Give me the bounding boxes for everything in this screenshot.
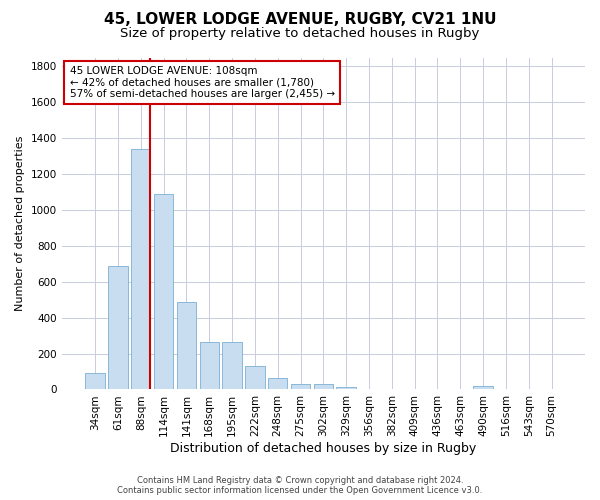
Text: 45 LOWER LODGE AVENUE: 108sqm
← 42% of detached houses are smaller (1,780)
57% o: 45 LOWER LODGE AVENUE: 108sqm ← 42% of d… <box>70 66 335 99</box>
Bar <box>108 266 128 390</box>
Text: Size of property relative to detached houses in Rugby: Size of property relative to detached ho… <box>121 28 479 40</box>
Bar <box>154 194 173 390</box>
Y-axis label: Number of detached properties: Number of detached properties <box>15 136 25 311</box>
Bar <box>268 378 287 390</box>
Bar <box>131 149 151 390</box>
Bar <box>245 366 265 390</box>
X-axis label: Distribution of detached houses by size in Rugby: Distribution of detached houses by size … <box>170 442 476 455</box>
Text: Contains HM Land Registry data © Crown copyright and database right 2024.
Contai: Contains HM Land Registry data © Crown c… <box>118 476 482 495</box>
Bar <box>85 374 105 390</box>
Bar <box>291 384 310 390</box>
Bar <box>359 388 379 390</box>
Bar <box>200 342 219 390</box>
Bar <box>314 384 333 390</box>
Bar <box>177 302 196 390</box>
Bar <box>473 386 493 390</box>
Bar <box>223 342 242 390</box>
Bar <box>337 387 356 390</box>
Text: 45, LOWER LODGE AVENUE, RUGBY, CV21 1NU: 45, LOWER LODGE AVENUE, RUGBY, CV21 1NU <box>104 12 496 28</box>
